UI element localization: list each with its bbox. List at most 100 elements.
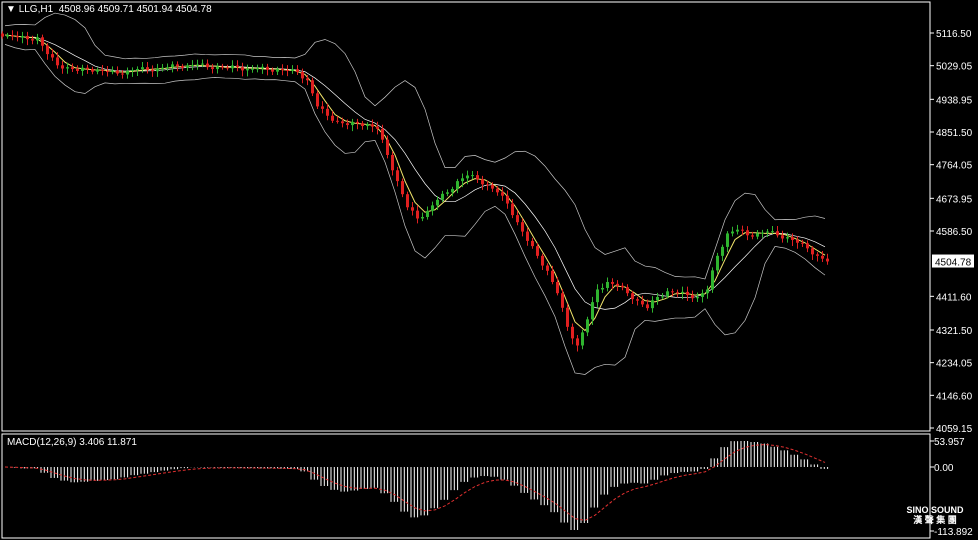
candle-body (256, 68, 259, 70)
candle-body (91, 69, 94, 72)
candle-body (816, 254, 819, 256)
candle-body (546, 265, 549, 271)
candle-body (636, 299, 639, 301)
candle-body (736, 229, 739, 232)
bollinger-upper (4, 12, 826, 280)
candle-body (366, 124, 369, 127)
macd-tick-label: 0.00 (934, 463, 954, 474)
y-tick-label: 4321.50 (936, 326, 973, 337)
candle-body (31, 39, 34, 41)
y-tick-label: 5029.05 (936, 62, 973, 73)
candle-body (276, 69, 279, 72)
y-tick-label: 4938.95 (936, 95, 973, 106)
candle-body (76, 69, 79, 71)
bollinger-bands (4, 12, 826, 375)
candle-body (746, 230, 749, 236)
candle-body (566, 307, 569, 327)
candle-body (251, 68, 254, 70)
candle-body (791, 237, 794, 240)
candle-body (666, 291, 669, 297)
candle-body (556, 281, 559, 294)
candle-body (231, 65, 234, 69)
candle-body (661, 296, 664, 298)
candle-body (281, 69, 284, 71)
candle-body (361, 123, 364, 127)
candle-body (741, 229, 744, 231)
candle-body (21, 35, 24, 38)
candle-body (41, 37, 44, 46)
candle-body (656, 296, 659, 301)
candle-body (391, 154, 394, 171)
candle-body (576, 338, 579, 346)
candle-body (651, 300, 654, 309)
macd-indicator (4, 441, 829, 530)
candle-body (241, 67, 244, 71)
candle-body (201, 63, 204, 65)
main-panel-border (1, 1, 931, 432)
candle-body (181, 66, 184, 68)
candle-body (321, 106, 324, 109)
candle-body (106, 70, 109, 73)
candle-body (11, 35, 14, 37)
candle-body (121, 73, 124, 75)
candle-body (811, 248, 814, 255)
candle-body (511, 203, 514, 216)
macd-panel-border (1, 433, 931, 539)
candle-body (96, 69, 99, 72)
chart-header: ▼ LLG,H1 4508.96 4509.71 4501.94 4504.78 (6, 4, 212, 15)
candle-body (156, 68, 159, 72)
candle-body (146, 67, 149, 70)
candle-body (616, 283, 619, 286)
candle-body (591, 302, 594, 320)
candle-body (51, 54, 54, 58)
candle-body (16, 36, 19, 38)
candle-body (81, 67, 84, 71)
candle-body (136, 69, 139, 71)
candle-body (821, 255, 824, 259)
candle-body (26, 35, 29, 40)
macd-signal-line (4, 444, 826, 521)
candle-body (166, 67, 169, 69)
candle-body (721, 246, 724, 256)
candle-body (311, 80, 314, 94)
candle-body (771, 231, 774, 233)
y-tick-label: 4586.50 (936, 227, 973, 238)
current-price-label: 4504.78 (932, 254, 974, 269)
candle-body (196, 64, 199, 66)
candle-body (646, 304, 649, 309)
y-tick-label: 4411.60 (936, 292, 972, 303)
candle-body (446, 192, 449, 194)
candle-body (221, 66, 224, 68)
candle-body (601, 287, 604, 290)
macd-tick-label: -113.892 (934, 527, 973, 538)
candle-body (586, 319, 589, 333)
candle-body (531, 240, 534, 247)
candle-body (716, 255, 719, 271)
candle-body (71, 67, 74, 70)
candle-body (761, 232, 764, 234)
candle-body (401, 181, 404, 195)
candle-body (151, 69, 154, 72)
candle-body (351, 121, 354, 126)
candle-body (236, 65, 239, 68)
candle-body (116, 70, 119, 74)
candle-body (626, 287, 629, 294)
y-tick-label: 4851.50 (936, 128, 973, 139)
sino-sound-logo: SINO SOUND 漢 聲 集 團 (898, 505, 972, 525)
candle-body (1, 33, 4, 37)
candle-body (6, 35, 9, 37)
dropdown-triangle-icon[interactable]: ▼ (6, 4, 16, 15)
candle-body (356, 121, 359, 124)
logo-text: SINO SOUND (906, 505, 964, 515)
candle-body (291, 69, 294, 71)
candle-body (611, 281, 614, 284)
candle-body (331, 115, 334, 121)
candle-body (706, 289, 709, 294)
y-tick-label: 5116.50 (936, 29, 972, 40)
y-tick-label: 4146.60 (936, 391, 973, 402)
candle-body (46, 45, 49, 55)
candle-body (191, 64, 194, 66)
candle-body (806, 243, 809, 249)
candle-body (766, 231, 769, 233)
